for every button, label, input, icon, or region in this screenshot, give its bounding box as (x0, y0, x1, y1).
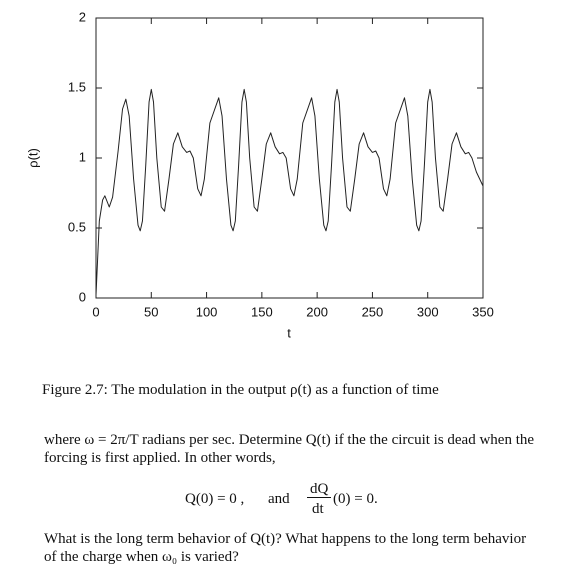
x-axis-label: t (287, 325, 291, 340)
fraction-bar (307, 497, 331, 498)
equation-text: Q(0) = 0 , (185, 491, 245, 507)
y-tick-label: 0 (79, 289, 86, 304)
x-tick-label: 50 (144, 304, 158, 319)
paragraph: What is the long term behavior of Q(t)? … (44, 531, 527, 565)
chart: t ρ(t) 0 50 100 150 200 250 300 350 0 0.5 1 1.5 2 (25, 9, 494, 340)
x-tick-label: 350 (472, 304, 494, 319)
x-tick-label: 300 (417, 304, 439, 319)
x-tick-label: 150 (251, 304, 273, 319)
y-tick-label: 1.5 (68, 79, 86, 94)
equation-text: and (268, 491, 290, 507)
equation-text: dQ (310, 481, 329, 497)
figure-caption: Figure 2.7: The modulation in the output… (42, 382, 439, 398)
equation-text: (0) = 0. (333, 491, 378, 507)
x-tick-label: 100 (196, 304, 218, 319)
y-tick-label: 0.5 (68, 219, 86, 234)
paragraph: where ω = 2π/T radians per sec. Determin… (44, 432, 535, 466)
x-tick-label: 0 (92, 304, 99, 319)
x-tick-label: 250 (362, 304, 384, 319)
y-axis-label: ρ(t) (25, 148, 40, 168)
equation-text: dt (312, 501, 324, 517)
y-tick-label: 2 (79, 9, 86, 24)
equation: Q(0) = 0 , and dQ dt (0) = 0. (180, 480, 400, 520)
data-line (95, 88, 484, 296)
y-tick-label: 1 (79, 149, 86, 164)
x-tick-label: 200 (306, 304, 328, 319)
